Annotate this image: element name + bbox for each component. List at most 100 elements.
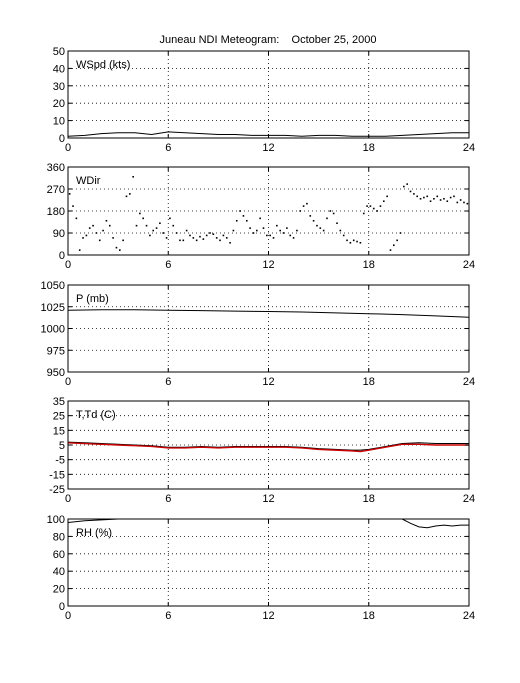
data-point xyxy=(466,202,469,205)
data-point xyxy=(366,205,368,207)
data-point xyxy=(336,222,338,225)
data-point xyxy=(349,241,352,244)
data-point xyxy=(239,210,241,212)
data-point xyxy=(202,238,205,240)
data-point xyxy=(406,183,408,185)
data-point xyxy=(346,239,348,242)
data-point xyxy=(92,224,94,227)
data-point xyxy=(302,205,305,207)
data-point xyxy=(463,201,465,204)
data-point xyxy=(419,197,422,200)
data-point xyxy=(299,210,302,212)
data-point xyxy=(88,227,91,229)
data-point xyxy=(102,229,104,232)
data-point xyxy=(382,200,385,203)
x-tick-label: 18 xyxy=(363,142,375,154)
x-tick-label: 18 xyxy=(363,376,375,388)
panel-label: T,Td (C) xyxy=(76,409,116,421)
y-tick-label: 40 xyxy=(53,63,65,75)
y-tick-label: 35 xyxy=(53,396,65,408)
data-point xyxy=(235,219,238,222)
data-point xyxy=(459,199,462,201)
data-point xyxy=(78,249,81,251)
series-group xyxy=(68,441,469,453)
y-tick-label: 15 xyxy=(53,425,65,437)
x-tick-label: 0 xyxy=(65,376,71,388)
x-tick-label: 0 xyxy=(65,259,71,271)
data-point xyxy=(393,244,395,247)
data-point xyxy=(433,197,435,200)
series-group xyxy=(68,519,469,529)
panel-label: WDir xyxy=(76,175,101,187)
data-point xyxy=(443,197,445,200)
data-point xyxy=(225,237,228,239)
y-tick-label: 25 xyxy=(53,411,65,423)
y-tick-label: 950 xyxy=(47,367,65,379)
data-point xyxy=(95,232,98,234)
data-point xyxy=(172,224,175,227)
data-point xyxy=(229,241,231,244)
data-point xyxy=(112,237,114,239)
data-point xyxy=(316,224,318,227)
series-line-0 xyxy=(68,441,469,451)
data-point xyxy=(362,212,365,215)
data-point xyxy=(329,210,332,212)
x-tick-label: 12 xyxy=(262,376,274,388)
data-point xyxy=(426,195,429,198)
data-point xyxy=(416,195,419,198)
x-tick-label: 12 xyxy=(262,142,274,154)
data-point xyxy=(108,224,111,227)
data-point xyxy=(289,234,292,237)
y-tick-label: 0 xyxy=(59,133,65,145)
data-point xyxy=(155,227,158,229)
x-tick-label: 24 xyxy=(463,610,475,622)
data-point xyxy=(276,224,278,227)
data-point xyxy=(142,217,144,220)
y-tick-label: 80 xyxy=(53,531,65,543)
panel-label: WSpd (kts) xyxy=(76,59,130,71)
data-point xyxy=(369,205,372,207)
data-point xyxy=(115,246,118,249)
data-point xyxy=(279,229,281,232)
y-tick-label: 360 xyxy=(47,162,65,174)
data-point xyxy=(282,232,285,234)
panel-4: 0 6 12 18 24 0 20 40 60 80 100 RH (%) xyxy=(47,514,475,622)
y-tick-label: 5 xyxy=(59,440,65,452)
x-tick-label: 0 xyxy=(65,610,71,622)
y-tick-label: 180 xyxy=(47,206,65,218)
y-tick-label: 20 xyxy=(53,584,65,596)
data-point xyxy=(212,233,215,236)
data-point xyxy=(403,185,405,188)
data-point xyxy=(266,234,268,237)
x-tick-label: 6 xyxy=(165,493,171,505)
x-tick-label: 0 xyxy=(65,493,71,505)
series-group xyxy=(68,175,469,251)
y-tick-label: 1025 xyxy=(41,302,65,314)
data-point xyxy=(149,234,151,237)
x-tick-label: 24 xyxy=(463,376,475,388)
data-point xyxy=(75,217,78,220)
data-point xyxy=(272,237,275,239)
plot-area xyxy=(68,519,469,606)
x-tick-label: 12 xyxy=(262,259,274,271)
data-point xyxy=(82,237,84,239)
x-tick-label: 6 xyxy=(165,376,171,388)
data-point xyxy=(185,229,188,232)
data-point xyxy=(72,205,74,207)
data-point xyxy=(262,227,265,229)
data-point xyxy=(182,239,185,242)
data-point xyxy=(399,232,402,234)
data-point xyxy=(292,237,295,239)
y-tick-label: 270 xyxy=(47,184,65,196)
y-tick-label: 40 xyxy=(53,566,65,578)
data-point xyxy=(269,234,271,237)
y-tick-label: 0 xyxy=(59,250,65,262)
panel-3: 0 6 12 18 24 -25 -15 -5 5 15 25 35 T,Td (C) xyxy=(49,396,475,505)
data-point xyxy=(409,190,412,193)
data-point xyxy=(429,200,432,203)
y-tick-label: 1000 xyxy=(41,324,65,336)
y-tick-label: 60 xyxy=(53,549,65,561)
data-point xyxy=(152,229,155,232)
data-point xyxy=(372,207,375,210)
data-point xyxy=(249,227,251,229)
